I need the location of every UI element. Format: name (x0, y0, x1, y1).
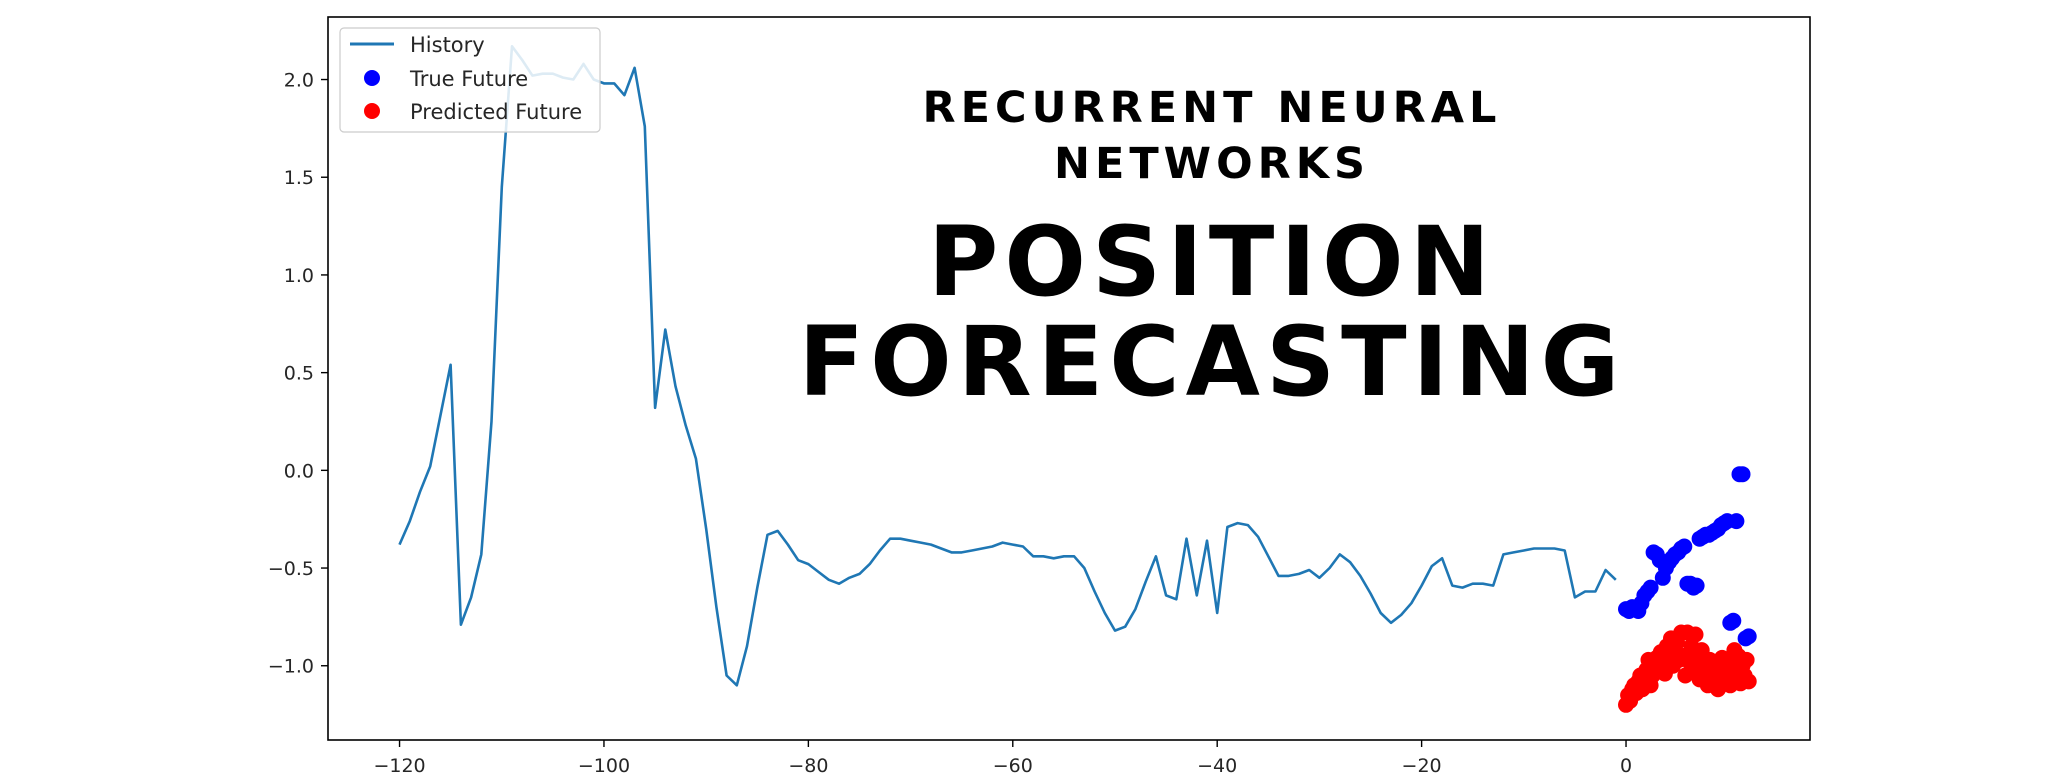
legend-history-label: History (410, 33, 485, 57)
y-tick-label: −0.5 (268, 558, 314, 580)
y-axis: 2.0 1.5 1.0 0.5 0.0 −0.5 −1.0 (268, 70, 328, 678)
overlay-line-1: RECURRENT NEURAL (923, 83, 1502, 133)
legend-box (339, 27, 601, 133)
true-future-point (1642, 579, 1659, 596)
y-tick-label: 0.0 (284, 460, 314, 482)
y-tick-label: 1.0 (284, 265, 314, 287)
overlay-line-2: NETWORKS (1054, 139, 1370, 189)
true-future-point (1740, 628, 1757, 645)
x-tick-label: −80 (788, 755, 828, 777)
true-future-point (1728, 513, 1745, 530)
predicted-future-point (1740, 673, 1757, 690)
legend-true-future-marker (364, 70, 380, 86)
overlay-line-4: FORECASTING (799, 306, 1626, 418)
x-axis: −120 −100 −80 −60 −40 −20 0 (373, 740, 1632, 777)
predicted-future-point (1687, 626, 1704, 643)
legend-predicted-future-marker (364, 103, 380, 119)
x-tick-label: −120 (373, 755, 425, 777)
title-overlay: RECURRENT NEURAL NETWORKS POSITION FOREC… (799, 83, 1626, 418)
true-future-point (1688, 577, 1705, 594)
predicted-future-point (1738, 651, 1755, 668)
legend-true-future-label: True Future (409, 67, 528, 91)
true-future-point (1676, 538, 1693, 555)
x-tick-label: −20 (1402, 755, 1442, 777)
overlay-line-3: POSITION (928, 206, 1496, 318)
y-tick-label: 1.5 (284, 167, 314, 189)
legend-predicted-future-label: Predicted Future (410, 100, 582, 124)
x-tick-label: −100 (578, 755, 630, 777)
true-future-point (1725, 612, 1742, 629)
y-tick-label: −1.0 (268, 656, 314, 678)
series-line-history (398, 44, 1617, 687)
legend: History True Future Predicted Future (339, 27, 601, 133)
y-tick-label: 2.0 (284, 70, 314, 92)
x-tick-label: −60 (993, 755, 1033, 777)
y-tick-label: 0.5 (284, 363, 314, 385)
x-tick-label: 0 (1620, 755, 1632, 777)
true-future-point (1734, 466, 1751, 483)
plot-frame (327, 16, 1811, 741)
x-tick-label: −40 (1197, 755, 1237, 777)
plot-content (398, 44, 1757, 713)
